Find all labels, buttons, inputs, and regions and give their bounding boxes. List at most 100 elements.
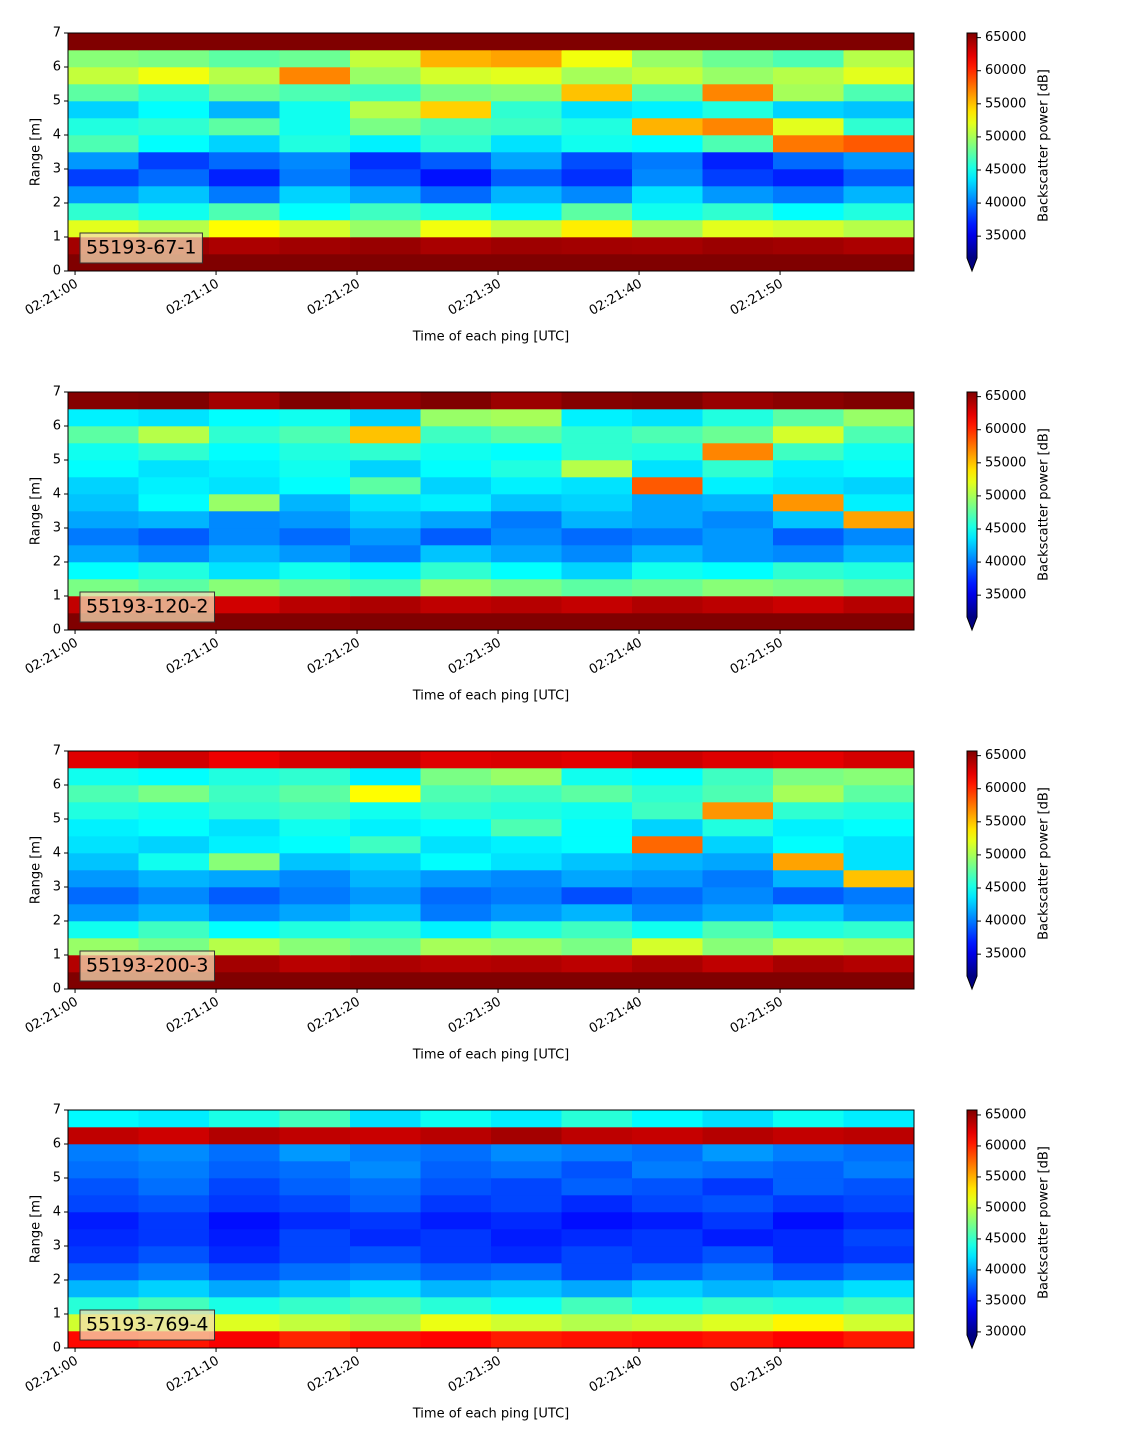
heatmap-cell (491, 887, 562, 905)
heatmap-cell (420, 870, 492, 888)
heatmap-cell (138, 853, 210, 871)
heatmap-cell (843, 545, 915, 563)
heatmap-cell (773, 392, 844, 410)
colorbar-extend (967, 976, 977, 989)
heatmap-cell (68, 853, 139, 871)
heatmap-cell (279, 33, 351, 51)
heatmap-cell (209, 237, 280, 255)
heatmap-cell (350, 135, 421, 153)
heatmap-cell (843, 1280, 915, 1298)
heatmap-cell (350, 118, 421, 136)
heatmap-cell (491, 955, 562, 973)
heatmap-cell (350, 904, 421, 922)
y-tick-label: 6 (53, 419, 61, 434)
heatmap-cell (279, 118, 351, 136)
heatmap-cell (279, 955, 351, 973)
y-axis-label: Range [m] (29, 836, 44, 904)
heatmap-cell (350, 1246, 421, 1264)
heatmap-cell (209, 169, 280, 187)
heatmap-cell (773, 613, 844, 631)
heatmap-cell (209, 904, 280, 922)
heatmap-cell (279, 1144, 351, 1162)
heatmap-cell (350, 443, 421, 461)
heatmap-cell (350, 1127, 421, 1145)
heatmap-cell (773, 494, 844, 512)
heatmap-cell (843, 1144, 915, 1162)
heatmap-cell (773, 1263, 844, 1281)
heatmap-cell (843, 751, 915, 769)
heatmap-cell (68, 819, 139, 837)
heatmap-cell (420, 1195, 492, 1213)
heatmap-cell (420, 751, 492, 769)
heatmap-cell (843, 50, 915, 68)
x-tick-label: 02:21:10 (164, 1354, 222, 1396)
heatmap-cell (350, 50, 421, 68)
heatmap-cell (702, 50, 774, 68)
heatmap-cell (561, 511, 633, 529)
heatmap-cell (420, 1297, 492, 1315)
heatmap-cell (138, 562, 210, 580)
heatmap-cell (350, 785, 421, 803)
heatmap-cell (279, 853, 351, 871)
heatmap-cell (561, 545, 633, 563)
heatmap-cell (68, 33, 139, 51)
heatmap-cell (279, 870, 351, 888)
heatmap-cell (561, 50, 633, 68)
heatmap-cell (561, 819, 633, 837)
plot-frame (67, 32, 915, 272)
colorbar-tick-label: 40000 (985, 555, 1026, 570)
heatmap-cell (138, 802, 210, 820)
heatmap-cell (843, 768, 915, 786)
heatmap-cell (632, 460, 703, 478)
x-axis-label: Time of each ping [UTC] (412, 689, 570, 704)
heatmap-cell (68, 460, 139, 478)
heatmap-cell (632, 84, 703, 102)
heatmap-cell (561, 84, 633, 102)
heatmap-cell (138, 118, 210, 136)
heatmap-cell (773, 870, 844, 888)
heatmap-cell (773, 904, 844, 922)
heatmap-cell (632, 802, 703, 820)
heatmap-cell (68, 477, 139, 495)
heatmap-cell (209, 477, 280, 495)
y-tick-label: 1 (53, 948, 61, 963)
heatmap-cell (632, 254, 703, 272)
heatmap-cell (632, 426, 703, 444)
heatmap-cell (773, 1297, 844, 1315)
heatmap-cell (773, 67, 844, 85)
y-tick-label: 2 (53, 196, 61, 211)
heatmap-cell (843, 972, 915, 990)
heatmap-cell (420, 101, 492, 119)
heatmap-cell (209, 33, 280, 51)
heatmap-cell (420, 1229, 492, 1247)
heatmap-cell (420, 50, 492, 68)
heatmap-cell (632, 1229, 703, 1247)
heatmap-cell (350, 819, 421, 837)
heatmap-cell (279, 972, 351, 990)
heatmap-cell (632, 938, 703, 956)
heatmap-cell (632, 1263, 703, 1281)
heatmap-cell (561, 751, 633, 769)
heatmap-cell (702, 392, 774, 410)
heatmap-cell (702, 101, 774, 119)
heatmap-cell (350, 84, 421, 102)
heatmap-cell (702, 443, 774, 461)
heatmap-cell (491, 596, 562, 614)
heatmap-cell (843, 1127, 915, 1145)
heatmap-cell (491, 254, 562, 272)
heatmap-cell (632, 955, 703, 973)
heatmap-cell (702, 1178, 774, 1196)
heatmap-cell (138, 33, 210, 51)
heatmap-cell (420, 613, 492, 631)
colorbar-frame (966, 750, 978, 991)
heatmap-cell (843, 237, 915, 255)
heatmap-cell (561, 938, 633, 956)
heatmap-cell (632, 1161, 703, 1179)
heatmap-cell (491, 904, 562, 922)
heatmap-cell (561, 237, 633, 255)
x-tick-label: 02:21:10 (164, 277, 222, 319)
heatmap-cell (632, 1144, 703, 1162)
heatmap-cell (702, 836, 774, 854)
heatmap-cell (209, 443, 280, 461)
heatmap-cell (702, 887, 774, 905)
